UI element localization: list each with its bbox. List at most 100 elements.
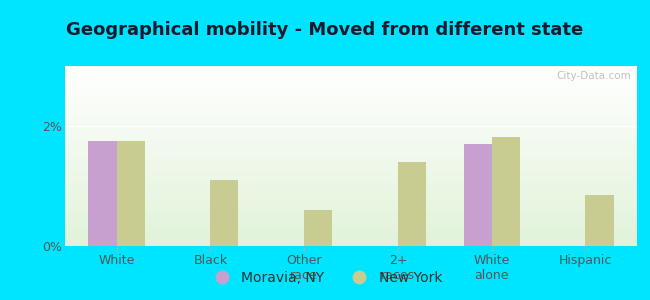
Bar: [65, 84, 637, 85]
Bar: [65, 141, 637, 142]
Bar: [65, 165, 637, 166]
Bar: [65, 161, 637, 162]
Bar: [65, 72, 637, 73]
Bar: [65, 221, 637, 222]
Bar: [65, 175, 637, 176]
Bar: [65, 231, 637, 232]
Bar: [65, 111, 637, 112]
Bar: [65, 151, 637, 152]
Bar: [65, 89, 637, 90]
Legend: Moravia, NY, New York: Moravia, NY, New York: [202, 265, 448, 290]
Bar: [65, 203, 637, 204]
Bar: [65, 201, 637, 202]
Bar: [65, 107, 637, 108]
Bar: [65, 183, 637, 184]
Bar: [65, 66, 637, 67]
Bar: [65, 196, 637, 197]
Bar: [65, 168, 637, 169]
Bar: [65, 155, 637, 156]
Bar: [65, 202, 637, 203]
Bar: [65, 110, 637, 111]
Bar: [65, 75, 637, 76]
Bar: [65, 98, 637, 99]
Bar: [65, 138, 637, 139]
Bar: [65, 162, 637, 163]
Bar: [65, 239, 637, 240]
Bar: [65, 145, 637, 146]
Bar: [65, 173, 637, 174]
Bar: [65, 195, 637, 196]
Bar: [65, 214, 637, 215]
Bar: [65, 200, 637, 201]
Bar: [65, 139, 637, 140]
Bar: [65, 77, 637, 78]
Bar: [65, 222, 637, 223]
Bar: [65, 191, 637, 192]
Bar: [65, 241, 637, 242]
Bar: [65, 74, 637, 75]
Bar: [65, 236, 637, 237]
Bar: [65, 86, 637, 87]
Bar: [65, 186, 637, 187]
Bar: [211, 180, 239, 246]
Bar: [65, 67, 637, 68]
Bar: [65, 147, 637, 148]
Bar: [65, 230, 637, 231]
Bar: [65, 120, 637, 121]
Bar: [65, 218, 637, 219]
Bar: [65, 104, 637, 105]
Bar: [65, 204, 637, 205]
Bar: [65, 166, 637, 167]
Bar: [65, 220, 637, 221]
Bar: [65, 70, 637, 71]
Bar: [65, 92, 637, 93]
Bar: [65, 100, 637, 101]
Bar: [65, 158, 637, 159]
Bar: [65, 83, 637, 84]
Bar: [65, 171, 637, 172]
Bar: [65, 115, 637, 116]
Bar: [65, 154, 637, 155]
Bar: [65, 179, 637, 180]
Bar: [65, 170, 637, 171]
Bar: [65, 108, 637, 109]
Bar: [65, 131, 637, 132]
Bar: [65, 71, 637, 72]
Bar: [304, 210, 332, 246]
Bar: [65, 91, 637, 92]
Bar: [65, 143, 637, 144]
Bar: [65, 169, 637, 170]
Bar: [65, 133, 637, 134]
Bar: [65, 194, 637, 195]
Bar: [65, 172, 637, 173]
Bar: [65, 82, 637, 83]
Text: City-Data.com: City-Data.com: [556, 71, 631, 81]
Bar: [65, 137, 637, 138]
Bar: [65, 121, 637, 122]
Bar: [65, 119, 637, 120]
Bar: [65, 159, 637, 160]
Bar: [65, 245, 637, 246]
Bar: [65, 140, 637, 141]
Bar: [65, 73, 637, 74]
Bar: [65, 238, 637, 239]
Bar: [65, 88, 637, 89]
Bar: [65, 169, 637, 170]
Bar: [65, 207, 637, 208]
Bar: [65, 198, 637, 199]
Bar: [65, 189, 637, 190]
Bar: [65, 199, 637, 200]
Bar: [65, 180, 637, 181]
Bar: [65, 113, 637, 114]
Bar: [65, 79, 637, 80]
Bar: [65, 127, 637, 128]
Bar: [65, 135, 637, 136]
Bar: [65, 157, 637, 158]
Bar: [65, 153, 637, 154]
Bar: [65, 174, 637, 175]
Bar: [65, 156, 637, 157]
Bar: [65, 146, 637, 147]
Bar: [65, 226, 637, 227]
Bar: [65, 223, 637, 224]
Bar: [65, 112, 637, 113]
